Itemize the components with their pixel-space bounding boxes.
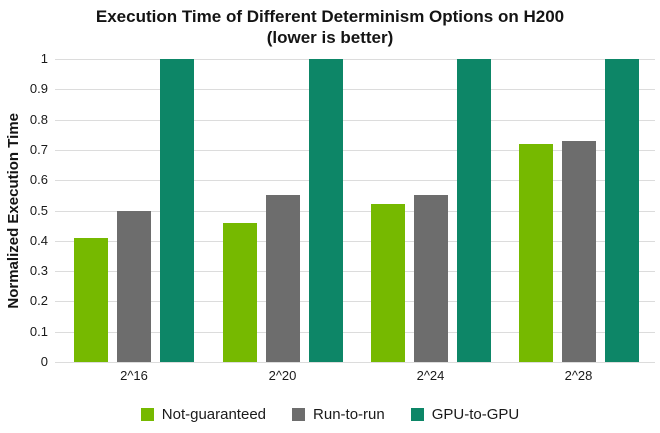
- x-tick-label: 2^24: [416, 368, 445, 383]
- legend-swatch-icon: [140, 408, 154, 421]
- bar-run-to-run-2^16: [117, 210, 151, 362]
- bar-run-to-run-2^28: [561, 140, 596, 362]
- plot-area: 2^16 2^20 2^24 2^28: [55, 59, 655, 383]
- bar-not-guaranteed-2^24: [370, 204, 405, 362]
- x-tick-label: 2^20: [268, 368, 297, 383]
- bar-run-to-run-2^20: [265, 195, 300, 362]
- gridline: [55, 271, 655, 273]
- bar-gpu-to-gpu-2^28: [604, 59, 639, 362]
- bar-gpu-to-gpu-2^16: [160, 59, 194, 362]
- legend-swatch-icon: [410, 408, 424, 421]
- gridline: [55, 301, 655, 303]
- bar-not-guaranteed-2^28: [518, 143, 553, 362]
- gridline: [55, 180, 655, 182]
- gridline: [55, 331, 655, 333]
- bar-group-2^20: [222, 59, 343, 362]
- y-tick-label: 0.6: [29, 172, 48, 188]
- bar-group-2^28: [518, 59, 639, 362]
- x-tick-label: 2^16: [120, 368, 148, 383]
- bar-group-2^24: [370, 59, 491, 362]
- gridline: [55, 149, 655, 151]
- gridline: [55, 210, 655, 212]
- chart-title-line2: (lower is better): [266, 28, 394, 47]
- bar-not-guaranteed-2^20: [222, 222, 257, 362]
- y-tick-label: 0.5: [29, 202, 48, 218]
- gridline: [55, 89, 655, 91]
- y-tick-label: 0.3: [29, 263, 48, 279]
- bar-gpu-to-gpu-2^20: [308, 59, 343, 362]
- legend-item-not-guaranteed: Not-guaranteed: [140, 406, 267, 423]
- y-tick-label: 0.4: [29, 232, 48, 248]
- gridline: [55, 362, 655, 363]
- chart-legend: Not-guaranteed Run-to-run GPU-to-GPU: [0, 406, 660, 423]
- gridline: [55, 59, 655, 60]
- legend-label: Run-to-run: [313, 406, 385, 423]
- legend-swatch-icon: [292, 408, 306, 421]
- y-tick-label: 0.2: [29, 293, 48, 309]
- bar-group-2^16: [74, 59, 194, 362]
- x-tick-label: 2^28: [564, 368, 593, 383]
- y-tick-label: 0.1: [29, 323, 48, 339]
- chart-title-line1: Execution Time of Different Determinism …: [95, 7, 565, 26]
- y-tick-label: 0: [40, 354, 48, 369]
- y-tick-label: 0.8: [29, 111, 48, 127]
- legend-label: GPU-to-GPU: [431, 406, 520, 423]
- legend-label: Not-guaranteed: [161, 406, 267, 423]
- legend-item-gpu-to-gpu: GPU-to-GPU: [410, 406, 520, 423]
- gridline: [55, 240, 655, 242]
- legend-item-run-to-run: Run-to-run: [292, 406, 385, 423]
- y-tick-label: 0.7: [29, 141, 48, 157]
- chart-title: Execution Time of Different Determinism …: [0, 6, 660, 48]
- y-tick-label: 1: [40, 51, 48, 66]
- bar-not-guaranteed-2^16: [74, 237, 108, 362]
- bar-gpu-to-gpu-2^24: [456, 59, 491, 362]
- y-tick-label: 0.9: [29, 81, 48, 97]
- gridline: [55, 119, 655, 121]
- bar-run-to-run-2^24: [413, 195, 448, 362]
